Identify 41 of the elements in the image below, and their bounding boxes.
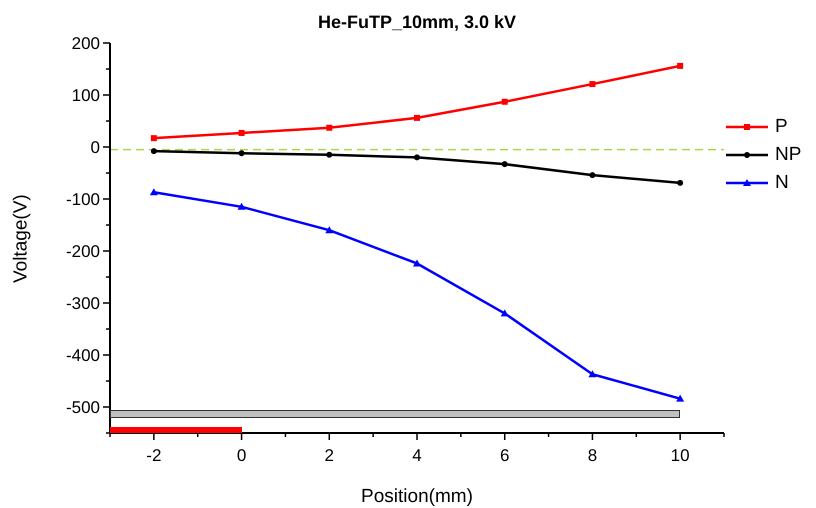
point: [588, 370, 596, 378]
y-tick-label: -100: [66, 190, 100, 209]
point: [676, 394, 684, 402]
point: [677, 180, 684, 186]
x-tick-label: 6: [500, 446, 510, 465]
y-tick-label: 100: [72, 86, 100, 105]
y-tick-label: -200: [66, 242, 100, 261]
y-tick-label: -500: [66, 398, 100, 417]
point: [589, 172, 596, 178]
point: [325, 226, 334, 234]
legend-label: NP: [775, 144, 802, 166]
x-tick-label: 8: [588, 446, 598, 465]
point: [238, 150, 245, 156]
x-tick-label: 4: [412, 446, 422, 465]
point: [238, 202, 246, 210]
point: [326, 124, 332, 131]
point: [502, 98, 508, 105]
y-axis-title: Voltage(V): [10, 194, 32, 283]
point: [677, 62, 684, 69]
y-tick-label: 0: [90, 138, 100, 157]
y-tick-label: -400: [66, 346, 100, 365]
chart-title: He-FuTP_10mm, 3.0 kV: [316, 12, 518, 33]
point: [414, 154, 420, 160]
point: [150, 135, 157, 142]
y-tick-label: -300: [66, 294, 100, 313]
point: [150, 188, 158, 196]
point: [414, 114, 420, 121]
point: [589, 81, 596, 88]
legend-label: P: [775, 116, 788, 138]
point: [150, 148, 157, 154]
point: [238, 130, 245, 136]
x-tick-label: -2: [146, 446, 162, 465]
point: [326, 152, 332, 158]
y-tick-label: 200: [72, 34, 100, 53]
x-axis-title: Position(mm): [361, 486, 473, 507]
x-tick-label: 2: [324, 446, 334, 465]
point: [502, 161, 508, 168]
x-tick-label: 10: [670, 446, 690, 465]
point: [413, 259, 421, 266]
legend-label: N: [775, 172, 789, 194]
x-tick-label: 0: [236, 446, 246, 465]
